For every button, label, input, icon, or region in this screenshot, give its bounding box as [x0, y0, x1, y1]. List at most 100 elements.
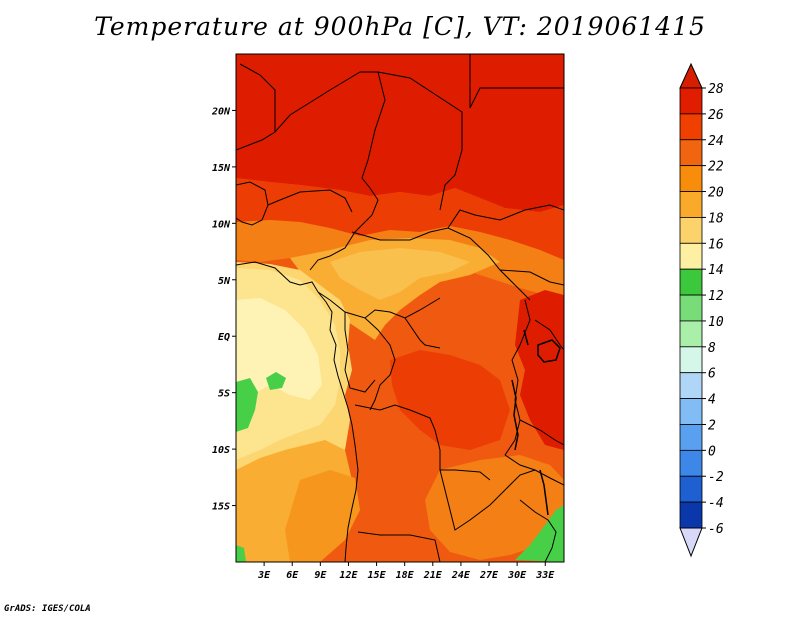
colorbar-label: 4 [708, 393, 716, 408]
colorbar-label: 6 [708, 367, 716, 382]
lat-tick-label: 15S [212, 502, 230, 513]
lake-albert [523, 329, 529, 346]
coastline-west [236, 261, 359, 562]
longitude-axis: 3E 6E 9E 12E 15E 18E 21E 24E 27E 30E 33E [257, 562, 555, 581]
lat-tick-label: EQ [218, 332, 230, 343]
lat-tick-label: 15N [212, 163, 231, 174]
colorbar-segment [679, 165, 703, 192]
colorbar-label: 14 [708, 263, 724, 278]
field-se-24 [425, 455, 564, 560]
border-gabon [344, 312, 376, 393]
colorbar-segment [679, 501, 703, 529]
field-green-west [236, 378, 258, 432]
colorbar-label: 24 [708, 134, 724, 149]
country-borders [236, 54, 564, 562]
colorbar-segment [679, 217, 703, 244]
lon-tick-label: 30E [507, 570, 527, 581]
border-east-2 [534, 319, 564, 351]
colorbar-segment [679, 320, 703, 348]
field-sw-23 [285, 470, 360, 562]
border-chad-car [309, 214, 373, 271]
border-north-4 [469, 54, 564, 109]
colorbar-label: 2 [708, 418, 716, 433]
colorbar-segment [679, 372, 703, 399]
colorbar-segment [679, 139, 703, 167]
colorbar-label: -6 [708, 522, 724, 537]
colorbar-label: 28 [708, 82, 724, 97]
lat-tick-label: 10S [212, 445, 230, 456]
lon-tick-label: 21E [423, 570, 443, 581]
border-north-6 [267, 189, 353, 213]
border-cameroon-south [317, 291, 441, 319]
border-north-5 [236, 181, 269, 226]
border-north-1 [236, 63, 276, 151]
border-car [351, 227, 531, 301]
colorbar-segment [679, 475, 703, 503]
border-congo [364, 317, 396, 411]
lon-tick-label: 3E [257, 570, 271, 581]
colorbar-segment [679, 191, 703, 218]
field-north-hot [236, 54, 564, 212]
colorbar-segment [679, 242, 703, 270]
colorbar-label: 10 [708, 315, 724, 330]
border-angola [354, 404, 491, 481]
colorbar-label: 16 [708, 237, 724, 252]
colorbar-segment [679, 346, 703, 374]
colorbar-segment [679, 113, 703, 141]
lat-tick-label: 20N [211, 106, 231, 117]
lon-tick-label: 24E [451, 570, 471, 581]
colorbar-label: 8 [708, 341, 716, 356]
colorbar-segment [679, 294, 703, 322]
lon-tick-label: 12E [339, 570, 358, 581]
colorbar-segment [679, 87, 703, 115]
field-band-26 [236, 178, 564, 260]
border-drc-north [404, 317, 441, 349]
border-angola-south [357, 531, 441, 562]
lon-tick-label: 9E [314, 570, 327, 581]
lon-tick-label: 18E [396, 570, 415, 581]
map-frame [235, 53, 565, 563]
colorbar-label: 18 [708, 211, 724, 226]
field-green-sw [236, 545, 246, 562]
lat-tick-label: 5S [218, 389, 230, 400]
latitude-axis: 20N 15N 10N 5N EQ 5S 10S 15S [211, 106, 236, 513]
colorbar-segment [679, 424, 703, 451]
field-green-west-small [266, 372, 286, 390]
lake-malawi [539, 469, 549, 516]
border-east-1 [504, 299, 531, 456]
field-central-21 [330, 248, 470, 300]
lakes [511, 329, 561, 516]
colorbar-label: 26 [708, 108, 724, 123]
field-east-hot [515, 290, 564, 450]
colorbar-label: 12 [708, 289, 724, 304]
lon-tick-label: 33E [535, 570, 555, 581]
colorbar-label: 0 [708, 444, 716, 459]
colorbar-segment [679, 398, 703, 425]
field-congo-hot [390, 350, 510, 450]
lake-tanganyika [511, 379, 519, 451]
border-north-2 [274, 71, 386, 216]
map-title: Temperature at 900hPa [C], VT: 201906141… [94, 12, 706, 41]
colorbar-label: 22 [708, 160, 724, 175]
lon-tick-label: 27E [479, 570, 499, 581]
lat-tick-label: 10N [212, 219, 231, 230]
colorbar-top-triangle [679, 62, 703, 89]
temperature-field [236, 54, 564, 562]
credit-text: GrADS: IGES/COLA [4, 604, 91, 614]
lon-tick-label: 15E [368, 570, 387, 581]
colorbar-bottom-triangle [679, 527, 703, 558]
border-east-3 [519, 419, 564, 446]
border-zambia [439, 469, 536, 531]
colorbar-label: -2 [708, 470, 724, 485]
colorbar-segment [679, 449, 703, 477]
border-sudan [447, 204, 564, 229]
border-east-4 [504, 454, 564, 486]
border-north-3 [377, 71, 463, 211]
lat-tick-label: 5N [218, 276, 231, 287]
field-west-18 [236, 298, 322, 405]
colorbar-segment [679, 268, 703, 296]
colorbar-label: 20 [708, 186, 724, 201]
border-ss [499, 269, 564, 286]
